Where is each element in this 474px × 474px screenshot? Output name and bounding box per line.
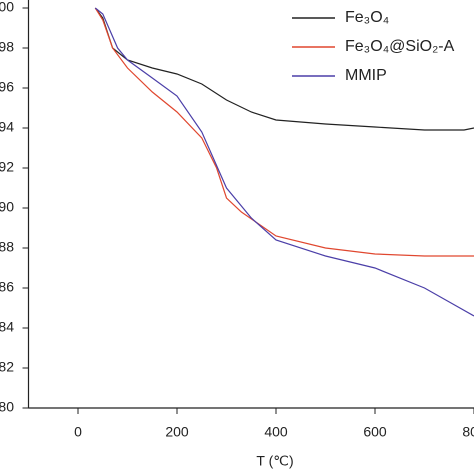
x-tick-label: 0 bbox=[74, 424, 82, 440]
legend-text: Fe₃O₄@SiO₂-A bbox=[345, 38, 455, 55]
legend-text: Fe₃O₄ bbox=[345, 9, 389, 26]
x-tick-label: 600 bbox=[363, 424, 387, 440]
y-tick-label: 98 bbox=[0, 39, 14, 55]
y-tick-label: 84 bbox=[0, 319, 14, 335]
y-tick-label: 92 bbox=[0, 159, 14, 175]
x-tick-label: 400 bbox=[264, 424, 288, 440]
y-tick-label: 88 bbox=[0, 239, 14, 255]
x-axis-label: T (℃) bbox=[256, 453, 293, 469]
y-tick-label: 86 bbox=[0, 279, 14, 295]
x-tick-label: 800 bbox=[462, 424, 474, 440]
y-tick-label: 90 bbox=[0, 199, 14, 215]
y-tick-label: 100 bbox=[0, 0, 14, 15]
y-tick-label: 94 bbox=[0, 119, 14, 135]
y-tick-label: 96 bbox=[0, 79, 14, 95]
y-tick-label: 80 bbox=[0, 399, 14, 415]
x-tick-label: 200 bbox=[165, 424, 189, 440]
y-tick-label: 82 bbox=[0, 359, 14, 375]
data-line bbox=[94, 7, 474, 131]
data-line bbox=[94, 7, 474, 257]
data-line bbox=[94, 7, 474, 317]
legend-text: MMIP bbox=[345, 67, 387, 84]
